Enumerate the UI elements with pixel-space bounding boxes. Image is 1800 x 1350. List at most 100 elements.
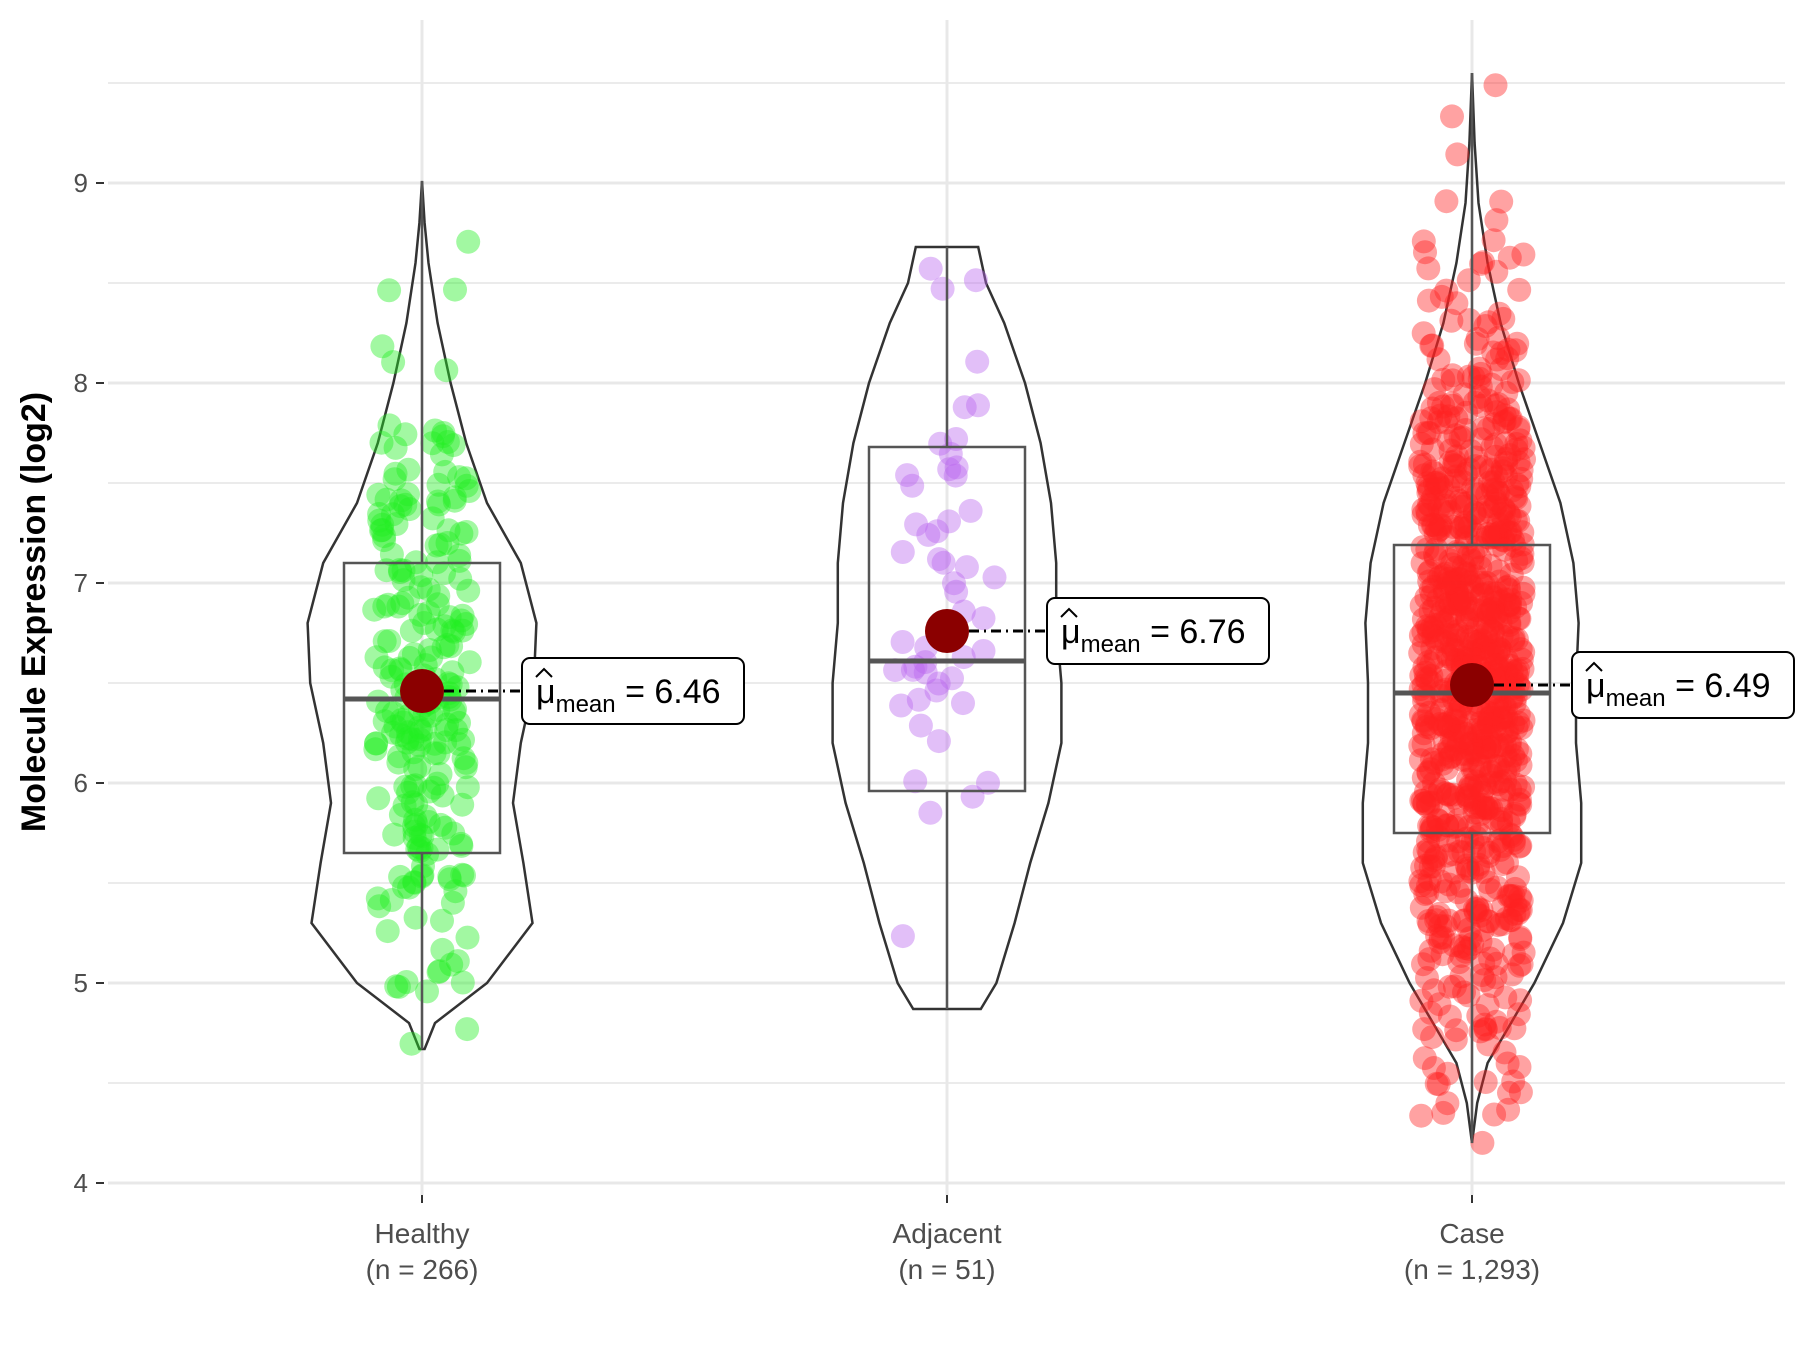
case-point	[1493, 743, 1518, 768]
healthy-point	[407, 839, 432, 864]
case-point	[1467, 545, 1492, 570]
case-point	[1422, 377, 1447, 402]
case-point	[1436, 474, 1461, 499]
case-point	[1445, 587, 1470, 612]
case-point	[1419, 819, 1444, 844]
case-point	[1428, 925, 1453, 950]
case-point	[1437, 1004, 1462, 1029]
case-point	[1495, 624, 1520, 649]
case-point	[1462, 839, 1487, 864]
case-point	[1442, 860, 1467, 885]
healthy-point	[417, 638, 442, 662]
case-point	[1409, 593, 1434, 618]
healthy-point	[433, 730, 458, 755]
case-point	[1490, 456, 1515, 481]
healthy-point	[408, 602, 433, 627]
case-point	[1459, 775, 1484, 800]
healthy-point	[387, 744, 412, 769]
case-point	[1482, 494, 1507, 519]
case-point	[1425, 924, 1450, 948]
case-point	[1469, 898, 1494, 923]
case-point	[1475, 870, 1500, 895]
case-point	[1416, 420, 1440, 445]
case-point	[1477, 638, 1502, 663]
case-point	[1472, 735, 1497, 760]
case-point	[1455, 605, 1479, 630]
case-point	[1493, 519, 1518, 543]
case-point	[1489, 501, 1514, 526]
case-point	[1505, 663, 1530, 688]
box-layer	[342, 73, 1552, 1143]
healthy-point	[457, 650, 482, 675]
case-point	[1468, 555, 1493, 580]
healthy-point	[396, 720, 420, 745]
case-point	[1457, 570, 1482, 595]
case-point	[1448, 426, 1473, 451]
mean-layer: μmean = 6.46 μmean = 6.76 μmean = 6.49	[400, 597, 1795, 725]
case-point	[1436, 644, 1461, 669]
case-point	[1470, 963, 1495, 988]
healthy-point	[455, 1017, 480, 1042]
case-point	[1464, 522, 1489, 547]
healthy-point	[426, 741, 451, 766]
case-point	[1409, 409, 1434, 434]
case-point	[1447, 950, 1472, 975]
case-point	[1504, 659, 1528, 684]
case-point	[1430, 751, 1455, 776]
adjacent-point	[963, 268, 988, 293]
case-point	[1503, 485, 1527, 509]
case-point	[1509, 716, 1534, 740]
healthy-point	[432, 561, 456, 586]
case-point	[1440, 363, 1465, 388]
case-point	[1425, 470, 1450, 495]
case-point	[1441, 842, 1466, 867]
case-point	[1476, 1032, 1501, 1057]
case-point	[1508, 898, 1533, 922]
adjacent-point	[954, 555, 979, 580]
case-point	[1446, 808, 1470, 833]
healthy-point	[437, 605, 462, 630]
healthy-point	[439, 952, 464, 977]
case-point	[1468, 802, 1493, 827]
case-point	[1438, 548, 1463, 573]
case-point	[1508, 428, 1533, 453]
case-point	[1434, 189, 1459, 214]
healthy-point	[375, 919, 400, 944]
case-point	[1419, 406, 1444, 431]
case-point	[1477, 735, 1502, 760]
healthy-point	[428, 812, 453, 837]
case-point	[1438, 438, 1463, 463]
case-point	[1500, 370, 1525, 394]
case-point	[1492, 537, 1517, 562]
case-point	[1418, 938, 1443, 963]
case-point	[1446, 700, 1471, 725]
case-point	[1481, 340, 1506, 365]
case-point	[1417, 620, 1442, 645]
case-point	[1443, 555, 1468, 580]
case-point	[1475, 639, 1500, 664]
case-point	[1493, 769, 1518, 794]
case-point	[1417, 477, 1442, 502]
case-point	[1490, 459, 1515, 484]
case-point	[1497, 245, 1522, 270]
case-point	[1507, 787, 1532, 812]
case-point	[1442, 569, 1466, 593]
adjacent-point	[942, 571, 966, 596]
case-point	[1479, 760, 1504, 784]
case-point	[1489, 816, 1514, 841]
case-point	[1495, 1051, 1520, 1076]
healthy-point	[449, 521, 474, 546]
case-point	[1491, 834, 1515, 858]
case-point	[1435, 1061, 1460, 1086]
case-point	[1495, 661, 1520, 686]
y-tick-label: 4	[74, 1168, 88, 1198]
case-point	[1471, 635, 1496, 660]
case-point	[1413, 882, 1438, 906]
healthy-point	[452, 863, 476, 888]
case-point	[1511, 774, 1536, 799]
case-point	[1474, 570, 1499, 595]
case-point	[1435, 642, 1460, 667]
case-point	[1462, 757, 1487, 782]
case-point	[1409, 663, 1434, 688]
case-point	[1511, 640, 1536, 665]
